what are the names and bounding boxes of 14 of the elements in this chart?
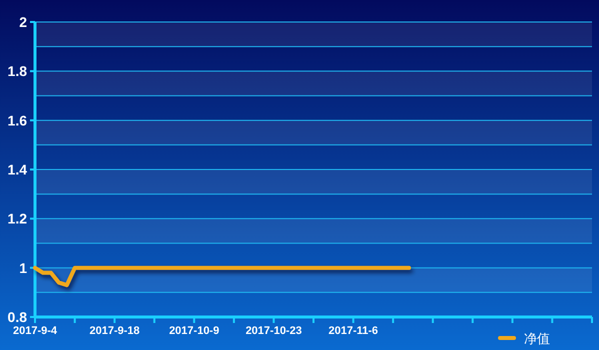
y-tick-label: 1.4 (8, 162, 28, 178)
x-tick-label: 2017-9-4 (12, 325, 58, 337)
legend-label: 净值 (524, 331, 550, 346)
x-tick-label: 2017-10-23 (246, 325, 302, 337)
line-series (33, 266, 411, 288)
y-tick-label: 0.8 (8, 309, 28, 325)
x-tick-label: 2017-10-9 (169, 325, 220, 337)
y-tick-label: 1.2 (8, 210, 28, 227)
y-tick-label: 1.8 (8, 63, 28, 80)
y-tick-label: 1.6 (8, 112, 28, 128)
y-tick-label: 1 (19, 260, 28, 276)
y-tick-label: 2 (19, 14, 28, 30)
x-tick-label: 2017-11-6 (328, 325, 378, 337)
x-tick-label: 2017-9-18 (89, 325, 140, 337)
